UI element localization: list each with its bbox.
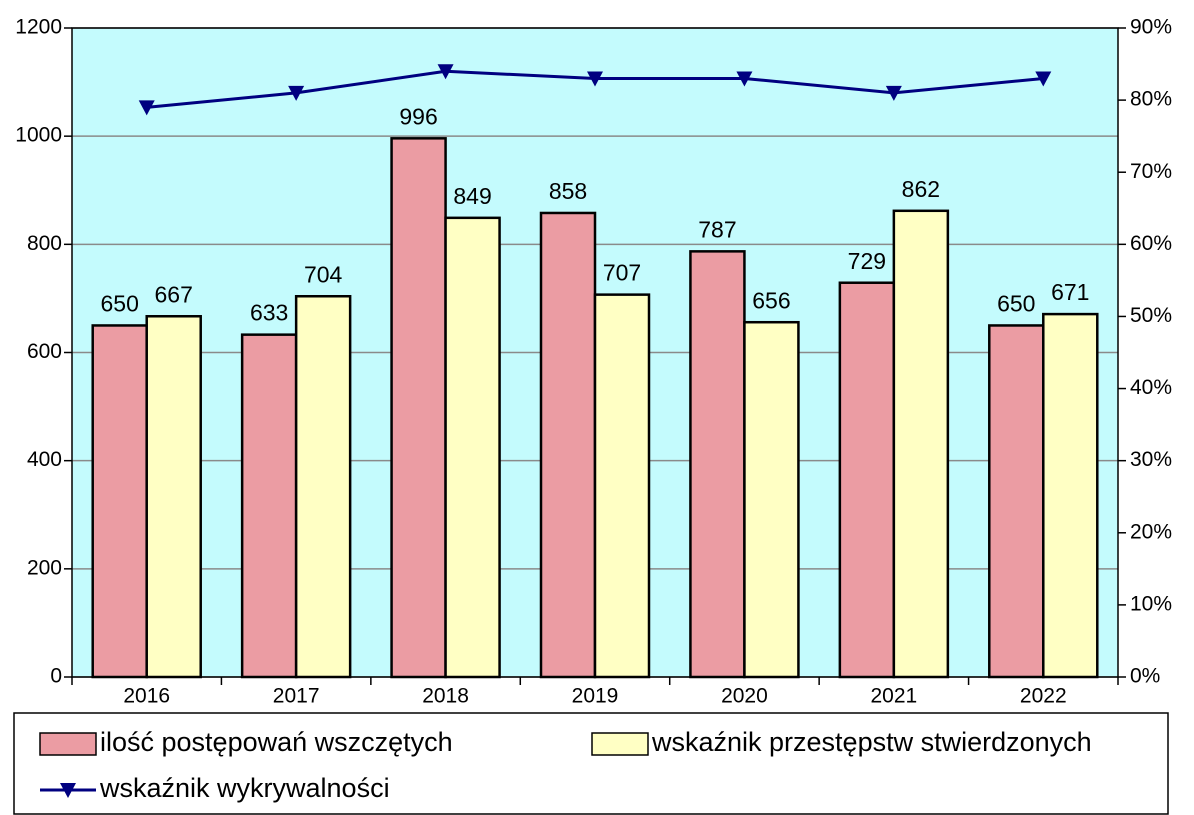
line-marker bbox=[437, 64, 454, 80]
y2-tick-label: 70% bbox=[1130, 160, 1172, 183]
value-label: 671 bbox=[1051, 279, 1089, 305]
line-marker bbox=[736, 71, 753, 87]
bar bbox=[539, 211, 597, 679]
bar bbox=[838, 281, 896, 679]
bar bbox=[892, 209, 950, 679]
value-label: 707 bbox=[603, 260, 641, 286]
bar bbox=[240, 333, 298, 679]
x-tick-label: 2021 bbox=[870, 685, 917, 708]
legend-swatch bbox=[591, 732, 649, 756]
legend-label: wskaźnik wykrywalności bbox=[99, 773, 390, 803]
value-label: 729 bbox=[848, 248, 886, 274]
x-tick-label: 2019 bbox=[572, 685, 619, 708]
x-tick-label: 2017 bbox=[273, 685, 320, 708]
line-marker bbox=[1035, 71, 1052, 87]
bar bbox=[145, 315, 202, 679]
line-marker bbox=[288, 85, 305, 101]
bar bbox=[593, 293, 651, 679]
bar bbox=[743, 320, 800, 679]
legend-marker bbox=[60, 783, 76, 798]
y-tick-label: 1200 bbox=[15, 16, 62, 39]
line-marker bbox=[885, 85, 902, 101]
y-tick-label: 800 bbox=[27, 232, 62, 255]
bar bbox=[1042, 312, 1099, 679]
value-label: 787 bbox=[698, 216, 736, 242]
bar bbox=[689, 250, 746, 679]
x-tick-label: 2020 bbox=[721, 685, 768, 708]
value-label: 650 bbox=[997, 291, 1035, 317]
bar bbox=[294, 295, 352, 679]
y2-tick-label: 20% bbox=[1130, 520, 1172, 543]
value-label: 633 bbox=[250, 300, 288, 326]
y-tick-label: 0 bbox=[50, 665, 62, 688]
y2-tick-label: 10% bbox=[1130, 592, 1172, 615]
y2-tick-label: 40% bbox=[1130, 376, 1172, 399]
x-tick-label: 2016 bbox=[123, 685, 170, 708]
y2-tick-label: 0% bbox=[1130, 665, 1160, 688]
bar bbox=[91, 324, 148, 679]
y-tick-label: 200 bbox=[27, 556, 62, 579]
value-label: 704 bbox=[304, 261, 343, 287]
y-tick-label: 600 bbox=[27, 340, 62, 363]
bar bbox=[390, 137, 447, 679]
value-label: 849 bbox=[453, 183, 491, 209]
y-tick-label: 400 bbox=[27, 448, 62, 471]
y-tick-label: 1000 bbox=[15, 124, 62, 147]
line-marker bbox=[587, 71, 603, 87]
y2-tick-label: 90% bbox=[1130, 16, 1172, 39]
y2-tick-label: 50% bbox=[1130, 304, 1172, 327]
y2-tick-label: 60% bbox=[1130, 232, 1172, 255]
value-label: 656 bbox=[752, 287, 790, 313]
value-label: 667 bbox=[155, 281, 193, 307]
legend-label: ilość postępowań wszczętych bbox=[100, 727, 453, 757]
value-label: 996 bbox=[399, 103, 437, 129]
bar bbox=[988, 324, 1045, 679]
legend-box bbox=[13, 712, 1169, 815]
line-marker bbox=[138, 100, 155, 116]
x-tick-label: 2022 bbox=[1020, 685, 1067, 708]
y2-tick-label: 80% bbox=[1130, 88, 1172, 111]
legend-swatch bbox=[39, 732, 97, 756]
bar bbox=[444, 216, 501, 679]
value-label: 862 bbox=[902, 176, 940, 202]
y2-tick-label: 30% bbox=[1130, 448, 1172, 471]
plot-frame bbox=[71, 27, 1119, 678]
value-label: 858 bbox=[549, 178, 587, 204]
x-tick-label: 2018 bbox=[422, 685, 469, 708]
legend-label: wskaźnik przestępstw stwierdzonych bbox=[651, 727, 1092, 757]
value-label: 650 bbox=[101, 291, 139, 317]
